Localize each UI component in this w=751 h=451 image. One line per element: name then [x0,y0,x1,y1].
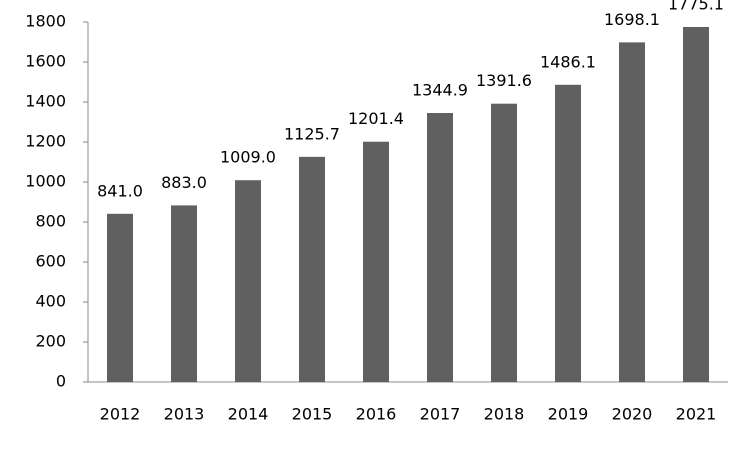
bar [363,141,389,382]
value-label: 1125.7 [284,124,340,143]
value-label: 883.0 [161,173,207,192]
value-label: 841.0 [97,181,143,200]
value-label: 1009.0 [220,148,276,167]
bar [555,84,581,382]
value-label: 1486.1 [540,52,596,71]
x-tick-label: 2016 [356,405,397,424]
x-tick-label: 2012 [100,405,141,424]
y-tick-label: 400 [35,292,66,311]
y-tick-label: 200 [35,332,66,351]
x-tick-label: 2021 [676,405,717,424]
y-tick-label: 1200 [25,132,66,151]
y-tick-label: 1800 [25,12,66,31]
bar [491,103,517,383]
x-tick-label: 2019 [548,405,589,424]
x-tick-label: 2015 [292,405,333,424]
bar [107,213,133,382]
value-label: 1391.6 [476,71,532,90]
x-tick-label: 2014 [228,405,269,424]
bar [619,42,645,382]
y-tick-label: 0 [56,372,66,391]
x-tick-label: 2020 [612,405,653,424]
value-label: 1775.1 [668,0,724,13]
bar [171,205,197,382]
value-label: 1698.1 [604,10,660,29]
bar [299,156,325,382]
y-tick-label: 600 [35,252,66,271]
y-tick-label: 1400 [25,92,66,111]
bar [683,26,709,382]
value-label: 1344.9 [412,81,468,100]
y-tick-label: 1600 [25,52,66,71]
x-tick-label: 2013 [164,405,205,424]
y-tick-label: 1000 [25,172,66,191]
bar [235,180,261,382]
value-label: 1201.4 [348,109,404,128]
x-tick-label: 2018 [484,405,525,424]
x-tick-label: 2017 [420,405,461,424]
bar [427,113,453,383]
y-tick-label: 800 [35,212,66,231]
